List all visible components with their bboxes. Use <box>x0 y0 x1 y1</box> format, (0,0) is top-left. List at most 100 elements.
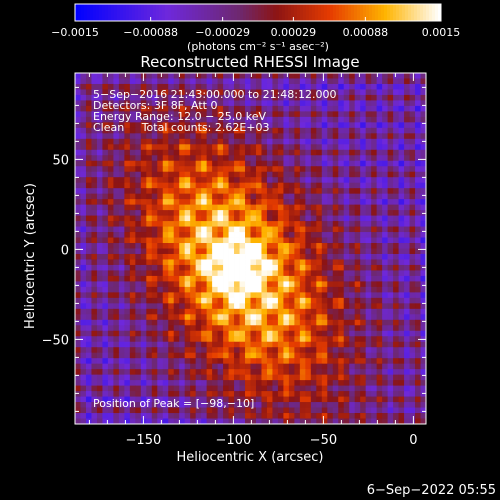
colorbar-cell <box>174 4 178 21</box>
heatmap-cell <box>272 341 279 348</box>
heatmap-cell <box>212 363 218 370</box>
heatmap-cell <box>91 358 98 365</box>
heatmap-cell <box>91 133 98 140</box>
heatmap-cell <box>91 166 98 173</box>
heatmap-cell <box>316 83 323 90</box>
heatmap-cell <box>239 171 246 178</box>
heatmap-cell <box>234 73 240 79</box>
heatmap-cell <box>382 391 389 397</box>
heatmap-cell <box>371 237 378 244</box>
heatmap-cell <box>102 292 109 299</box>
heatmap-cell <box>245 182 251 189</box>
heatmap-cell <box>85 78 92 85</box>
heatmap-cell <box>349 407 356 414</box>
heatmap-cell <box>113 319 120 326</box>
heatmap-cell <box>338 347 345 354</box>
heatmap-cell <box>415 281 421 288</box>
heatmap-cell <box>129 149 136 156</box>
heatmap-cell <box>179 199 186 206</box>
heatmap-cell <box>409 391 416 397</box>
heatmap-cell <box>234 407 240 414</box>
heatmap-cell <box>387 303 394 310</box>
heatmap-cell <box>415 177 421 184</box>
heatmap-cell <box>294 325 301 332</box>
heatmap-cell <box>102 402 109 408</box>
heatmap-cell <box>91 352 98 359</box>
heatmap-cell <box>173 182 180 189</box>
heatmap-cell <box>184 100 191 107</box>
heatmap-cell <box>239 259 246 266</box>
heatmap-cell <box>129 144 136 151</box>
heatmap-cell <box>283 336 290 343</box>
heatmap-cell <box>299 237 306 244</box>
heatmap-cell <box>299 341 306 348</box>
heatmap-cell <box>91 105 98 112</box>
heatmap-cell <box>332 363 339 370</box>
heatmap-cell <box>382 89 389 96</box>
heatmap-cell <box>107 83 114 90</box>
heatmap-cell <box>409 237 416 244</box>
heatmap-cell <box>299 319 306 326</box>
heatmap-cell <box>277 226 284 233</box>
heatmap-cell <box>118 248 125 255</box>
heatmap-cell <box>151 358 158 365</box>
heatmap-cell <box>107 133 114 140</box>
heatmap-cell <box>398 73 405 79</box>
heatmap-cell <box>184 275 191 282</box>
heatmap-cell <box>201 402 208 408</box>
heatmap-cell <box>382 264 389 271</box>
heatmap-cell <box>294 73 301 79</box>
heatmap-cell <box>316 237 323 244</box>
heatmap-cell <box>365 402 372 408</box>
heatmap-cell <box>151 407 158 414</box>
heatmap-cell <box>365 144 372 151</box>
heatmap-cell <box>365 188 372 195</box>
heatmap-cell <box>173 226 180 233</box>
heatmap-cell <box>387 94 394 101</box>
heatmap-cell <box>360 193 367 200</box>
heatmap-cell <box>360 380 367 387</box>
heatmap-cell <box>354 369 361 376</box>
heatmap-cell <box>96 73 103 79</box>
heatmap-cell <box>135 297 142 304</box>
heatmap-cell <box>102 341 109 348</box>
heatmap-cell <box>195 237 202 244</box>
heatmap-cell <box>190 369 197 376</box>
heatmap-cell <box>250 270 257 277</box>
heatmap-cell <box>80 248 87 255</box>
heatmap-cell <box>245 122 251 129</box>
colorbar-cell <box>225 4 229 21</box>
heatmap-cell <box>332 133 339 140</box>
heatmap-cell <box>360 226 367 233</box>
heatmap-cell <box>288 155 295 162</box>
heatmap-cell <box>365 171 372 178</box>
heatmap-cell <box>327 336 334 343</box>
heatmap-cell <box>124 177 131 184</box>
heatmap-cell <box>146 127 153 134</box>
heatmap-cell <box>234 264 240 271</box>
heatmap-cell <box>102 111 109 118</box>
heatmap-cell <box>85 100 92 107</box>
heatmap-cell <box>354 111 361 118</box>
heatmap-cell <box>102 105 109 112</box>
heatmap-cell <box>157 182 164 189</box>
heatmap-cell <box>129 73 136 79</box>
heatmap-cell <box>409 253 416 260</box>
heatmap-cell <box>283 347 290 354</box>
heatmap-cell <box>228 204 235 211</box>
peak-position-annotation: Position of Peak = [−98,−10] <box>93 397 254 410</box>
heatmap-cell <box>272 94 279 101</box>
heatmap-cell <box>415 297 421 304</box>
heatmap-cell <box>179 413 186 419</box>
heatmap-cell <box>365 347 372 354</box>
colorbar-cell <box>270 4 274 21</box>
heatmap-cell <box>376 369 383 376</box>
colorbar-cell <box>285 4 289 21</box>
heatmap-cell <box>140 199 147 206</box>
heatmap-cell <box>404 237 410 244</box>
heatmap-cell <box>261 413 268 419</box>
heatmap-cell <box>387 270 394 277</box>
heatmap-cell <box>80 144 87 151</box>
heatmap-cell <box>168 237 175 244</box>
heatmap-cell <box>299 199 306 206</box>
